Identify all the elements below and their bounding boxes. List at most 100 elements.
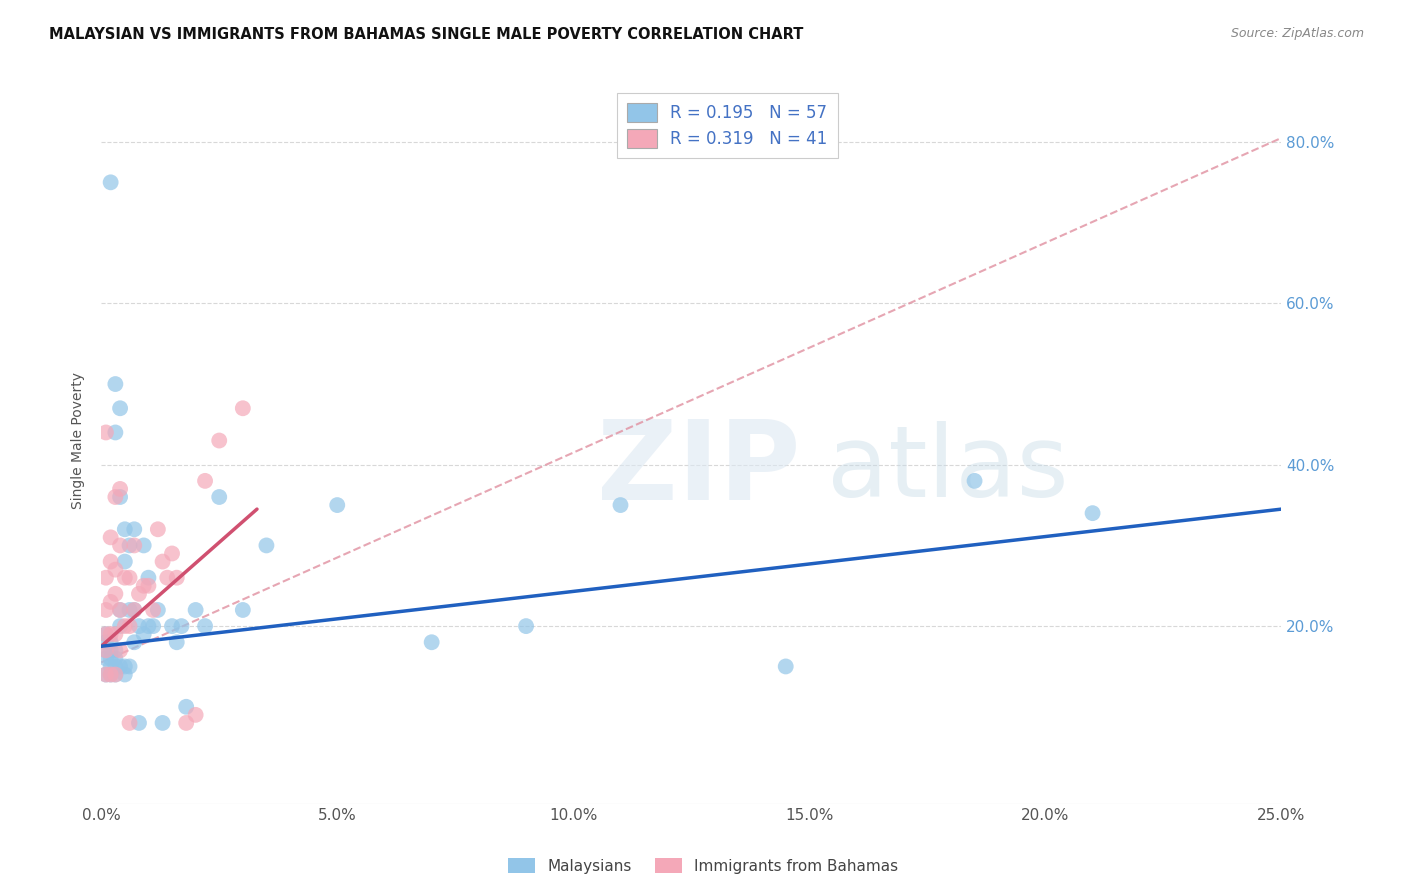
- Point: [194, 474, 217, 488]
- Point: [208, 434, 231, 448]
- Point: [104, 667, 127, 681]
- Point: [122, 603, 145, 617]
- Text: ZIP: ZIP: [598, 416, 800, 523]
- Point: [963, 474, 986, 488]
- Point: [108, 538, 131, 552]
- Point: [184, 603, 207, 617]
- Point: [609, 498, 631, 512]
- Point: [108, 603, 131, 617]
- Point: [420, 635, 443, 649]
- Point: [100, 667, 122, 681]
- Point: [515, 619, 537, 633]
- Point: [118, 571, 141, 585]
- Point: [104, 490, 127, 504]
- Point: [174, 699, 197, 714]
- Point: [104, 425, 127, 440]
- Point: [104, 651, 127, 665]
- Point: [122, 635, 145, 649]
- Point: [114, 659, 136, 673]
- Point: [104, 563, 127, 577]
- Point: [1081, 506, 1104, 520]
- Point: [104, 627, 127, 641]
- Point: [108, 643, 131, 657]
- Point: [775, 659, 797, 673]
- Point: [184, 707, 207, 722]
- Point: [174, 715, 197, 730]
- Point: [114, 667, 136, 681]
- Legend: R = 0.195   N = 57, R = 0.319   N = 41: R = 0.195 N = 57, R = 0.319 N = 41: [617, 93, 838, 158]
- Point: [94, 667, 117, 681]
- Point: [94, 571, 117, 585]
- Point: [156, 571, 179, 585]
- Point: [152, 555, 174, 569]
- Point: [122, 538, 145, 552]
- Point: [100, 530, 122, 544]
- Point: [128, 715, 150, 730]
- Point: [94, 627, 117, 641]
- Point: [94, 425, 117, 440]
- Point: [146, 522, 169, 536]
- Point: [94, 643, 117, 657]
- Point: [118, 603, 141, 617]
- Point: [138, 571, 160, 585]
- Point: [232, 401, 254, 416]
- Point: [94, 643, 117, 657]
- Text: Source: ZipAtlas.com: Source: ZipAtlas.com: [1230, 27, 1364, 40]
- Point: [108, 619, 131, 633]
- Point: [114, 522, 136, 536]
- Point: [104, 667, 127, 681]
- Legend: Malaysians, Immigrants from Bahamas: Malaysians, Immigrants from Bahamas: [502, 852, 904, 880]
- Point: [326, 498, 349, 512]
- Point: [232, 603, 254, 617]
- Point: [114, 619, 136, 633]
- Point: [138, 579, 160, 593]
- Point: [94, 603, 117, 617]
- Point: [108, 401, 131, 416]
- Point: [208, 490, 231, 504]
- Point: [100, 175, 122, 189]
- Y-axis label: Single Male Poverty: Single Male Poverty: [72, 372, 86, 509]
- Point: [142, 619, 165, 633]
- Point: [104, 377, 127, 392]
- Point: [122, 522, 145, 536]
- Point: [100, 667, 122, 681]
- Point: [128, 619, 150, 633]
- Point: [104, 587, 127, 601]
- Point: [122, 603, 145, 617]
- Point: [100, 659, 122, 673]
- Point: [100, 651, 122, 665]
- Point: [146, 603, 169, 617]
- Point: [160, 547, 183, 561]
- Point: [94, 635, 117, 649]
- Point: [114, 571, 136, 585]
- Point: [194, 619, 217, 633]
- Point: [108, 490, 131, 504]
- Point: [108, 659, 131, 673]
- Point: [256, 538, 278, 552]
- Point: [132, 538, 155, 552]
- Point: [118, 659, 141, 673]
- Point: [100, 555, 122, 569]
- Point: [100, 595, 122, 609]
- Point: [104, 643, 127, 657]
- Point: [160, 619, 183, 633]
- Point: [118, 715, 141, 730]
- Point: [108, 603, 131, 617]
- Point: [128, 587, 150, 601]
- Point: [114, 555, 136, 569]
- Point: [138, 619, 160, 633]
- Point: [142, 603, 165, 617]
- Point: [170, 619, 193, 633]
- Point: [132, 579, 155, 593]
- Point: [132, 627, 155, 641]
- Point: [118, 538, 141, 552]
- Point: [108, 482, 131, 496]
- Text: atlas: atlas: [827, 421, 1069, 518]
- Point: [100, 627, 122, 641]
- Point: [100, 643, 122, 657]
- Point: [94, 651, 117, 665]
- Point: [100, 635, 122, 649]
- Point: [152, 715, 174, 730]
- Point: [166, 635, 188, 649]
- Point: [104, 659, 127, 673]
